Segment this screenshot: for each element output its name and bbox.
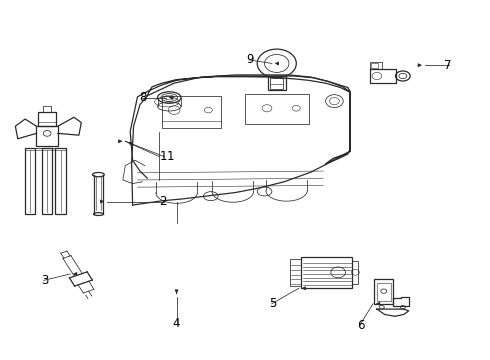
Text: 1: 1 bbox=[159, 150, 167, 163]
Bar bbox=[352, 261, 358, 284]
Bar bbox=[291, 259, 301, 286]
Bar bbox=[38, 112, 56, 126]
Bar bbox=[42, 148, 52, 214]
Bar bbox=[162, 96, 220, 128]
Text: 2: 2 bbox=[159, 195, 167, 208]
Bar bbox=[43, 107, 51, 112]
Bar bbox=[268, 76, 286, 90]
Bar bbox=[301, 257, 352, 288]
Text: 1: 1 bbox=[167, 150, 174, 163]
Text: 9: 9 bbox=[246, 53, 254, 66]
Bar bbox=[370, 63, 378, 68]
Text: 4: 4 bbox=[173, 317, 180, 330]
Text: 8: 8 bbox=[139, 91, 147, 104]
Text: 6: 6 bbox=[357, 319, 365, 332]
Text: 5: 5 bbox=[270, 297, 277, 310]
Bar bbox=[377, 283, 391, 301]
Bar bbox=[245, 94, 309, 125]
Bar bbox=[36, 126, 58, 146]
Text: 7: 7 bbox=[444, 59, 452, 72]
Bar bbox=[55, 148, 66, 214]
Bar bbox=[270, 78, 283, 89]
Text: 3: 3 bbox=[41, 274, 49, 287]
Bar bbox=[24, 148, 35, 214]
Bar bbox=[374, 279, 393, 304]
Bar bbox=[369, 69, 396, 83]
Bar bbox=[369, 62, 382, 69]
